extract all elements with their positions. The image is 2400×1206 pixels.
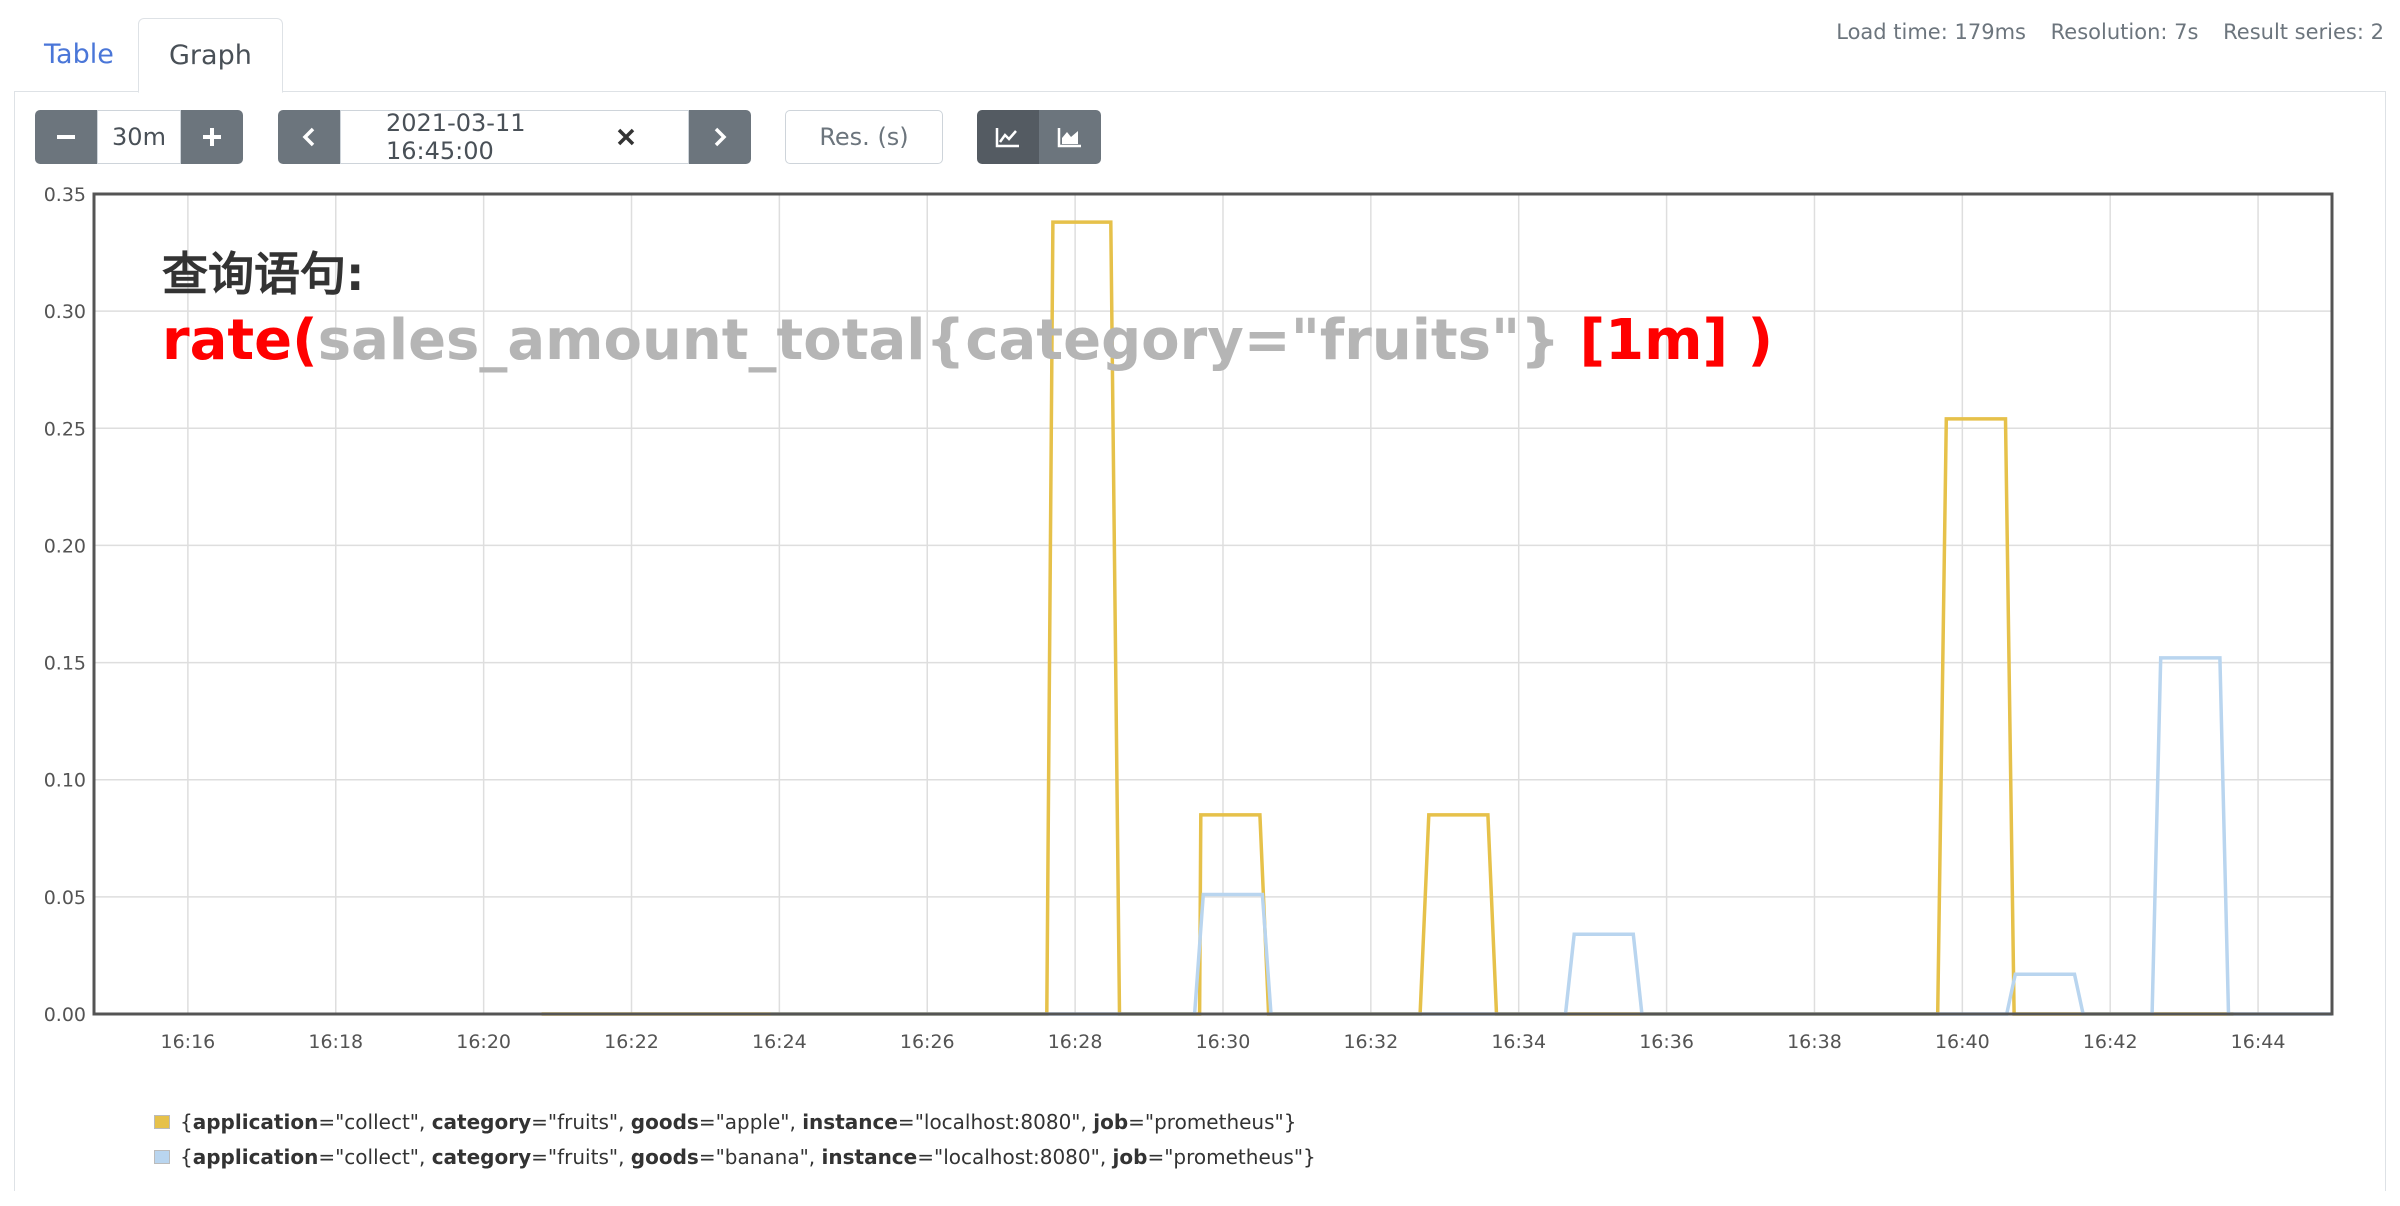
graph-chart: 0.00 0.05 0.10 0.15 0.20 0.25 0.30 0.35 16:16 16:… (44, 184, 2334, 1053)
stacked-chart-button[interactable] (1039, 110, 1101, 164)
area-chart-icon (1057, 128, 1081, 148)
x-tick-label: 16:26 (900, 1031, 955, 1053)
x-tick-label: 16:36 (1639, 1031, 1694, 1053)
x-tick-label: 16:22 (604, 1031, 659, 1053)
label-value: "fruits" (547, 1109, 619, 1134)
label-value: "prometheus" (1164, 1144, 1304, 1169)
legend-item[interactable]: {application="collect", category="fruits… (154, 1139, 1316, 1174)
series-line-apple (541, 220, 2234, 1016)
annotation-heading: 查询语句: (162, 247, 364, 301)
x-tick-label: 16:16 (161, 1031, 216, 1053)
label-key: job (1112, 1144, 1148, 1169)
label-key: goods (630, 1144, 699, 1169)
line-chart-icon (995, 128, 1019, 148)
x-tick-label: 16:42 (2083, 1031, 2138, 1053)
query-range: [1m] ) (1560, 308, 1773, 373)
y-tick-label: 0.30 (44, 301, 86, 323)
label-key: application (192, 1144, 319, 1169)
x-tick-label: 16:32 (1343, 1031, 1398, 1053)
clear-end-time-button[interactable] (602, 110, 650, 164)
end-time-input[interactable]: 2021-03-11 16:45:00 (340, 109, 602, 165)
y-tick-label: 0.05 (44, 887, 86, 909)
tab-table[interactable]: Table (44, 39, 114, 70)
query-annotation: 查询语句: rate(sales_amount_total{category="… (162, 247, 1773, 373)
resolution-input[interactable]: Res. (s) (785, 110, 943, 164)
x-tick-label: 16:20 (456, 1031, 511, 1053)
label-value: "banana" (715, 1144, 809, 1169)
range-input[interactable]: 30m (97, 110, 181, 164)
label-value: "collect" (335, 1144, 419, 1169)
series-legend: {application="collect", category="fruits… (154, 1104, 1316, 1174)
x-tick-label: 16:28 (1048, 1031, 1103, 1053)
x-tick-label: 16:40 (1935, 1031, 1990, 1053)
label-key: application (192, 1109, 319, 1134)
x-tick-label: 16:44 (2231, 1031, 2286, 1053)
load-time: Load time: 179ms (1836, 20, 2026, 44)
query-function: rate( (162, 308, 318, 373)
unstacked-chart-button[interactable] (977, 110, 1039, 164)
x-tick-label: 16:24 (752, 1031, 807, 1053)
legend-item[interactable]: {application="collect", category="fruits… (154, 1104, 1316, 1139)
x-tick-label: 16:34 (1491, 1031, 1546, 1053)
label-key: instance (821, 1144, 918, 1169)
legend-swatch (154, 1149, 170, 1164)
label-key: category (431, 1109, 532, 1134)
tab-bar: Table Graph (14, 18, 2386, 93)
resolution: Resolution: 7s (2050, 20, 2199, 44)
y-tick-label: 0.35 (44, 184, 86, 206)
graph-panel: 30m 2021-03-11 16:45:00 Res. (s) (14, 91, 2386, 1191)
label-key: goods (630, 1109, 699, 1134)
label-value: "localhost:8080" (914, 1109, 1081, 1134)
x-tick-label: 16:38 (1787, 1031, 1842, 1053)
y-tick-label: 0.25 (44, 418, 86, 440)
chevron-left-icon (302, 127, 315, 147)
next-time-button[interactable] (689, 110, 751, 164)
label-key: job (1093, 1109, 1129, 1134)
result-series: Result series: 2 (2223, 20, 2384, 44)
label-value: "apple" (715, 1109, 790, 1134)
increase-range-button[interactable] (181, 110, 243, 164)
decrease-range-button[interactable] (35, 110, 97, 164)
x-tick-label: 16:18 (308, 1031, 363, 1053)
label-key: category (431, 1144, 532, 1169)
label-key: instance (802, 1109, 898, 1134)
series-line-banana (770, 656, 2332, 1016)
grid-lines (94, 193, 2332, 1015)
label-value: "fruits" (547, 1144, 619, 1169)
annotation-query: rate(sales_amount_total{category="fruits… (162, 308, 1773, 373)
query-metric: sales_amount_total{category="fruits"} (318, 308, 1560, 373)
label-value: "collect" (335, 1109, 419, 1134)
plot-frame (92, 192, 2334, 1016)
close-icon (617, 128, 635, 146)
axis-labels: 0.00 0.05 0.10 0.15 0.20 0.25 0.30 0.35 16:16 16:… (44, 184, 2286, 1053)
legend-label: {application="collect", category="fruits… (180, 1144, 1316, 1169)
y-tick-label: 0.10 (44, 770, 86, 792)
label-value: "localhost:8080" (934, 1144, 1100, 1169)
y-tick-label: 0.20 (44, 535, 86, 557)
previous-time-button[interactable] (278, 110, 340, 164)
legend-label: {application="collect", category="fruits… (180, 1109, 1297, 1134)
minus-icon (57, 135, 75, 139)
label-value: "prometheus" (1144, 1109, 1284, 1134)
y-tick-label: 0.00 (44, 1004, 86, 1026)
plus-icon (203, 128, 221, 146)
query-stats: Load time: 179ms Resolution: 7s Result s… (1818, 20, 2384, 44)
legend-swatch (154, 1114, 170, 1129)
y-tick-label: 0.15 (44, 653, 86, 675)
chevron-right-icon (714, 127, 727, 147)
tab-graph[interactable]: Graph (138, 18, 283, 93)
x-tick-label: 16:30 (1196, 1031, 1251, 1053)
